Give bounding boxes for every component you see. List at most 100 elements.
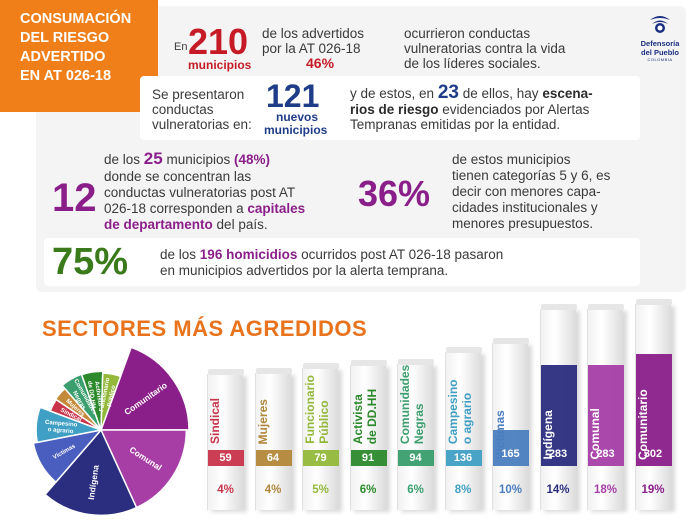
bar-value-label: 165 (501, 447, 520, 460)
stat4-line1: de estos municipios (452, 152, 571, 167)
stat5-number: 75% (52, 241, 129, 283)
stat3-number: 12 (52, 176, 97, 220)
pie-slice-label: Activistade DD.HH (86, 380, 103, 409)
bar-category-label: Mujeres (255, 398, 270, 444)
bar: Activista de DD.HH 91 6% (349, 359, 387, 510)
bar: Mujeres 64 4% (254, 367, 292, 510)
bar-category-label: Comunal (588, 408, 602, 460)
bar: Comunitario 302 19% (634, 299, 672, 510)
title-banner: CONSUMACIÓN DEL RIESGO ADVERTIDO EN AT 0… (0, 0, 158, 112)
stat5-box (44, 238, 640, 286)
stat1-text2-line1: ocurrieron conductas (404, 26, 531, 41)
stat2-text2-num: 23 (437, 82, 459, 103)
pie-chart: ComunitarioComunalIndígenaVíctimasCampes… (32, 346, 190, 517)
bar-fill (350, 449, 387, 466)
bar-category-label: Campesino o agrario (445, 379, 474, 444)
logo-name-line2: del Pueblo (641, 48, 679, 57)
section-title: SECTORES MÁS AGREDIDOS (42, 316, 368, 341)
pie-slice-label: Indígena (86, 464, 101, 500)
bar-category-label: Comunitario (635, 389, 650, 460)
stat1-text1-line1: de los advertidos (262, 26, 365, 41)
bar-value-label: 283 (548, 447, 568, 460)
stat5-line1-bold: 196 homicidios (199, 247, 298, 262)
bar-category-label: Activista de DD.HH (350, 388, 379, 444)
stat3-line4: 026-18 corresponden a capitales (104, 201, 306, 216)
bar-fill (635, 354, 672, 466)
pie-slice (32, 428, 103, 484)
stat2-text2-line3: Tempranas emitidas por la entidad. (350, 117, 561, 132)
bar-percent-label: 18% (593, 483, 618, 496)
bar-percent-label: 4% (264, 483, 282, 496)
stat1-pct: 46% (306, 55, 335, 71)
bar-cap (303, 363, 339, 370)
bar-value-label: 64 (266, 451, 280, 464)
bar-cap (255, 367, 292, 374)
bar-percent-label: 6% (359, 483, 377, 496)
bar-value-label: 59 (219, 452, 232, 464)
stat2-unit-line2: municipios (264, 123, 328, 137)
bar: Sindical 59 4% (207, 369, 244, 510)
stat5-line2: en municipios advertidos por la alerta t… (160, 263, 449, 278)
bar-percent-label: 4% (217, 484, 234, 496)
stat4-line4: cidades institucionales y (452, 200, 598, 215)
bar-percent-label: 19% (641, 484, 665, 496)
stat4-line5: menores presupuestos. (452, 216, 594, 231)
bar-percent-label: 8% (454, 483, 472, 496)
bar-fill (303, 449, 339, 466)
bar-value-label: 79 (314, 451, 327, 464)
stat2-number: 121 (266, 78, 320, 114)
stat4-line2: tienen categorías 5 y 6, es (452, 168, 611, 183)
logo-sub: COLOMBIA (647, 57, 673, 62)
bar-cap (540, 304, 577, 311)
bar-cap (493, 338, 529, 345)
defensoria-logo: Defensoría del Pueblo COLOMBIA (630, 14, 690, 62)
bar: Campesino o agrario 136 8% (444, 346, 482, 510)
stat1-text2-line3: de los líderes sociales. (404, 56, 541, 71)
bar-fill (398, 449, 434, 466)
stat3-line1: de los 25 municipios (48%) (104, 149, 271, 168)
stat3-line1-pct: (48%) (234, 152, 271, 167)
pie-slice-label: Campesinoo agrario (44, 420, 78, 436)
bar-value-label: 94 (409, 451, 422, 464)
stat2-text2-line2: rios de riesgo evidenciados por Alertas (350, 102, 590, 117)
bar-fill (493, 429, 529, 466)
stat1-text2-line2: vulneratorias contra la vida (404, 41, 566, 56)
bar-value-label: 302 (643, 448, 663, 460)
bar: Funcionario Público 79 5% (302, 363, 339, 510)
stat1-text1-line2: por la AT 026-18 (262, 41, 361, 56)
stat3-line1-num: 25 (143, 149, 163, 168)
bar-fill (208, 450, 244, 466)
bar-category-label: Víctimas (493, 410, 507, 460)
bar-cap (208, 369, 244, 375)
bar: Comunal 283 18% (587, 304, 624, 510)
stat3-line5: de departamento del país. (104, 217, 268, 232)
bar-fill (540, 364, 577, 466)
bar-category-label: Comunidades Negras (398, 364, 426, 444)
bar-cap (588, 304, 624, 311)
bar-cap (350, 359, 387, 366)
pie-slice (99, 429, 188, 509)
bar-fill (445, 449, 482, 466)
bar-cap (445, 346, 482, 353)
bar-category-label: Funcionario Público (303, 375, 331, 444)
bar-category-label: Sindical (208, 397, 222, 444)
pie-slice (100, 372, 122, 431)
stat2-box (140, 76, 640, 140)
stat1-prefix: En (174, 41, 188, 53)
bar-percent-label: 10% (498, 483, 523, 496)
banner-title: CONSUMACIÓN DEL RIESGO ADVERTIDO EN AT 0… (20, 11, 132, 84)
bar: Comunidades Negras 94 6% (397, 358, 434, 510)
stat1-unit: municipios (188, 58, 252, 72)
stat2-text1-line3: vulneratorias en: (152, 117, 252, 132)
bar-percent-label: 6% (407, 483, 424, 496)
stat3-line3: conductas vulneratorias post AT (104, 185, 296, 200)
stat3-line2: donde se concentran las (104, 169, 252, 184)
stat4-line3: decir con menores capa- (452, 184, 601, 199)
pie-slice (44, 428, 138, 517)
bar-value-label: 136 (453, 451, 473, 464)
logo-emblem-icon (650, 16, 670, 33)
stat4-number: 36% (358, 173, 431, 214)
stat1-number: 210 (188, 21, 249, 62)
stat2-unit-line1: nuevos (276, 110, 319, 124)
bar-fill (588, 364, 624, 466)
